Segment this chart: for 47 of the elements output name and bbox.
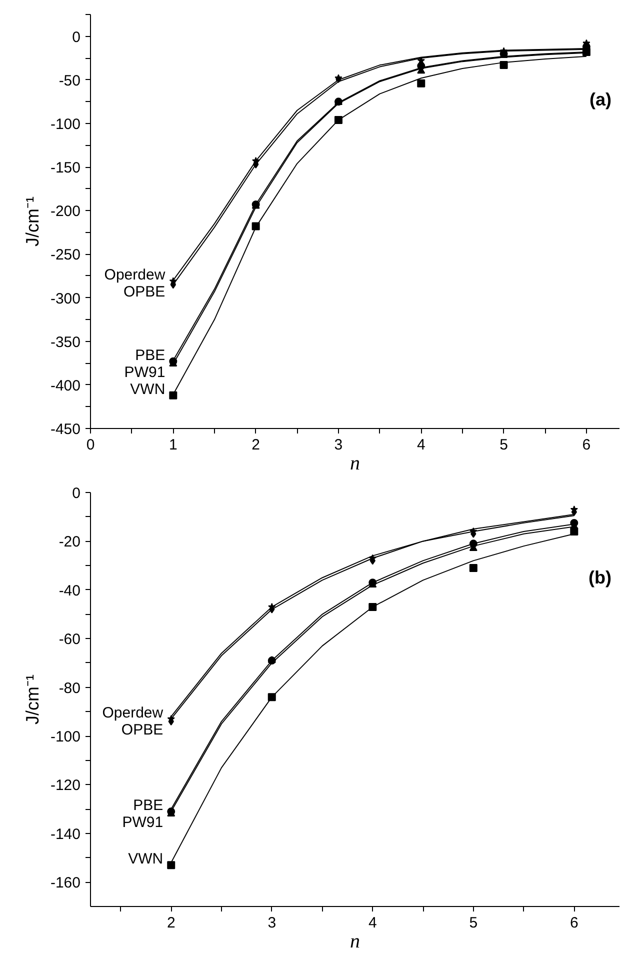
y-tick-label: -60: [58, 631, 81, 648]
y-tick-label: -450: [50, 421, 81, 438]
annotation: (a): [590, 90, 612, 110]
x-tick-label: 6: [582, 436, 591, 454]
series-label: VWN: [128, 850, 164, 868]
y-axis-title: J/cm⁻¹: [22, 196, 42, 246]
y-tick-label: -160: [50, 874, 81, 892]
x-tick-label: 2: [166, 914, 176, 932]
y-tick-label: -100: [50, 728, 81, 746]
x-tick-label: 4: [368, 914, 377, 932]
x-axis-title: n: [350, 452, 360, 474]
y-tick-label: -250: [50, 246, 81, 264]
series-label: Operdew: [104, 266, 166, 284]
y-tick-label: -100: [50, 116, 81, 133]
y-tick-label: -40: [58, 582, 81, 600]
x-tick-label: 0: [86, 436, 95, 454]
series-label: Operdew: [102, 704, 164, 722]
y-tick-label: -120: [50, 777, 81, 794]
x-tick-label: 2: [252, 436, 260, 454]
y-tick-label: -200: [50, 203, 81, 220]
series-label: OPBE: [121, 721, 164, 738]
y-tick-label: -350: [50, 334, 81, 351]
x-tick-label: 6: [570, 914, 578, 932]
y-tick-label: -400: [50, 377, 81, 394]
series-label: PW91: [122, 814, 164, 832]
y-axis-title: J/cm⁻¹: [22, 674, 42, 724]
y-tick-label: -50: [58, 72, 81, 90]
x-tick-label: 4: [416, 436, 426, 454]
series-label: OPBE: [123, 284, 166, 301]
x-tick-label: 5: [500, 436, 508, 454]
annotation: (b): [588, 568, 612, 588]
x-tick-label: 3: [334, 436, 343, 454]
x-tick-label: 5: [469, 914, 478, 932]
series-label: VWN: [130, 380, 166, 398]
y-tick-label: -300: [50, 290, 81, 308]
y-tick-label: 0: [72, 485, 80, 502]
y-tick-label: -20: [58, 534, 81, 551]
x-tick-label: 3: [268, 914, 276, 932]
series-label: PBE: [133, 797, 164, 814]
x-axis-title: n: [350, 930, 360, 952]
x-tick-label: 1: [168, 436, 178, 454]
series-label: PBE: [135, 346, 166, 364]
y-tick-label: 0: [72, 28, 80, 46]
y-tick-label: -140: [50, 826, 81, 843]
y-tick-label: -80: [58, 680, 81, 697]
y-tick-label: -150: [50, 160, 81, 177]
series-label: PW91: [124, 364, 166, 381]
